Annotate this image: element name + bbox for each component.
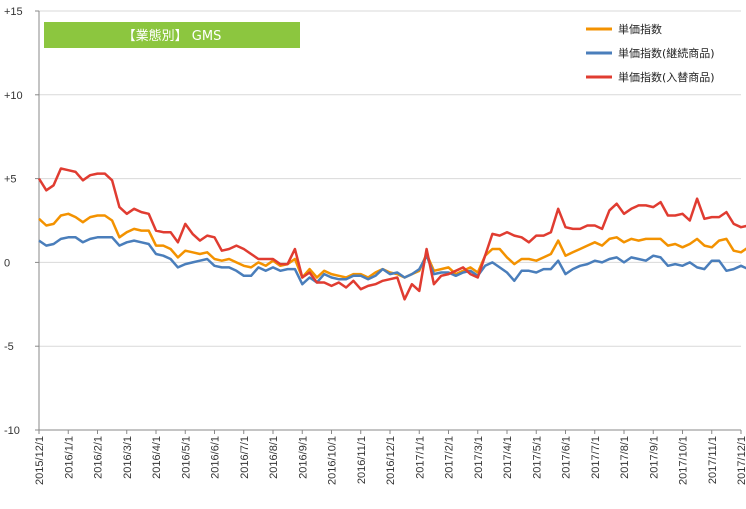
x-tick-label: 2017/3/1 xyxy=(473,436,485,479)
x-tick-label: 2017/1/1 xyxy=(414,436,426,479)
series-line-0 xyxy=(38,212,746,279)
legend-label: 単価指数 xyxy=(618,22,662,36)
x-tick-label: 2016/1/1 xyxy=(63,436,75,479)
x-tick-label: 2017/8/1 xyxy=(619,436,631,479)
title-badge-bg xyxy=(44,22,300,48)
x-tick-label: 2016/2/1 xyxy=(93,436,105,479)
x-tick-label: 2017/12/1 xyxy=(736,436,746,485)
x-tick-label: 2017/10/1 xyxy=(678,436,690,485)
x-tick-label: 2016/4/1 xyxy=(151,436,163,479)
x-tick-label: 2017/11/1 xyxy=(707,436,719,484)
chart-title-badge: 【業態別】 GMS xyxy=(44,22,300,48)
y-tick-label: -10 xyxy=(4,425,20,437)
legend-label: 単価指数(継続商品) xyxy=(618,46,715,60)
x-tick-label: 2017/4/1 xyxy=(502,436,514,479)
chart-title: 【業態別】 GMS xyxy=(123,28,222,44)
series-line-2 xyxy=(37,167,746,301)
x-tick-label: 2017/9/1 xyxy=(648,436,660,479)
x-tick-label: 2016/6/1 xyxy=(210,436,222,479)
x-tick-label: 2017/6/1 xyxy=(561,436,573,479)
series-lines xyxy=(37,167,746,301)
x-tick-label: 2016/8/1 xyxy=(268,436,280,479)
y-tick-label: -5 xyxy=(4,341,14,353)
x-tick-label: 2017/5/1 xyxy=(531,436,543,479)
x-tick-label: 2016/7/1 xyxy=(239,436,251,479)
gridlines xyxy=(39,10,741,347)
x-axis: 2015/12/1 2016/1/1 2016/2/1 2016/3/1 2016/4/… xyxy=(34,429,746,485)
x-tick-label: 2016/3/1 xyxy=(122,436,134,479)
y-tick-label: 0 xyxy=(4,257,10,269)
legend-label: 単価指数(入替商品) xyxy=(618,70,715,84)
x-tick-label: 2017/7/1 xyxy=(590,436,602,479)
y-tick-label: +10 xyxy=(4,90,23,102)
x-tick-label: 2016/9/1 xyxy=(297,436,309,479)
x-tick-label: 2016/5/1 xyxy=(180,436,192,479)
y-axis: +15 +10 +5 0 -5 -10 xyxy=(4,6,40,437)
x-tick-label: 2016/10/1 xyxy=(327,436,339,485)
y-tick-label: +15 xyxy=(4,6,23,18)
x-tick-label: 2015/12/1 xyxy=(34,436,46,485)
x-tick-label: 2016/12/1 xyxy=(385,436,397,485)
x-tick-label: 2017/2/1 xyxy=(444,436,456,479)
y-tick-label: +5 xyxy=(4,174,17,186)
x-tick-label: 2016/11/1 xyxy=(356,436,368,484)
series-line-1 xyxy=(38,236,746,286)
